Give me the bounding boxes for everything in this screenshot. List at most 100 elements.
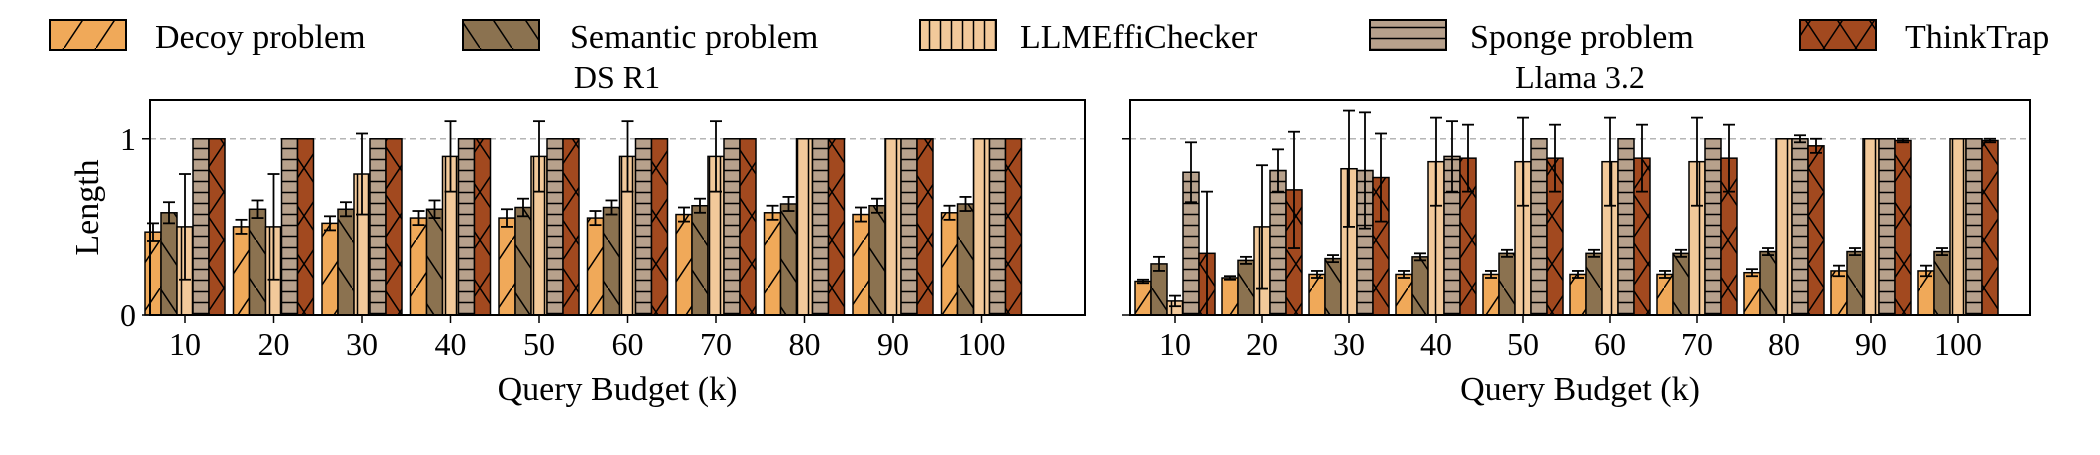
bar-semantic-problem-50-hatch [515, 207, 531, 315]
bar-thinktrap-80-hatch [1808, 145, 1824, 315]
bar-sponge-problem-70-hatch [724, 138, 740, 315]
x-axis-label: Query Budget (k) [498, 371, 738, 408]
legend-hatch-thinktrap [1800, 20, 1876, 50]
bar-decoy-problem-10-hatch [145, 232, 161, 315]
bar-sponge-problem-60-hatch [635, 138, 652, 315]
bar-sponge-problem-50-hatch [547, 138, 563, 315]
plot-frame [149, 99, 1086, 316]
bar-semantic-problem-100-hatch [957, 203, 974, 315]
bar-decoy-problem-60-hatch [587, 218, 604, 315]
bar-semantic-problem-10-hatch [161, 212, 177, 315]
bar-thinktrap-30-hatch [386, 138, 402, 315]
bar-thinktrap-100-hatch [1005, 138, 1022, 315]
bar-semantic-problem-50-hatch [1499, 253, 1515, 315]
bar-llmeffichecker-70-hatch [708, 156, 724, 315]
bar-semantic-problem-90-hatch [1847, 251, 1863, 315]
bar-llmeffichecker-30-hatch [1341, 168, 1357, 315]
y-tick-label-1: 1 [120, 121, 136, 157]
bar-semantic-problem-40-hatch [426, 209, 443, 315]
bar-thinktrap-100-hatch [1982, 140, 1998, 315]
bar-decoy-problem-80-hatch [764, 212, 781, 315]
x-tick-label-60: 60 [612, 326, 644, 362]
bar-sponge-problem-90-hatch [901, 138, 917, 315]
bar-decoy-problem-70-hatch [1657, 274, 1673, 315]
x-tick-label-10: 10 [169, 326, 201, 362]
legend-label-decoy: Decoy problem [155, 19, 366, 56]
y-axis-label: Length [69, 159, 106, 255]
panel-ds-r1: 10 20 30 40 50 60 70 80 90 100 0 1 DS R1 Query Budget… [69, 59, 1086, 408]
bar-llmeffichecker-90-hatch [885, 138, 901, 315]
legend-label-semantic: Semantic problem [570, 19, 818, 56]
x-tick-label-60: 60 [1594, 326, 1626, 362]
bar-decoy-problem-80-hatch [1744, 272, 1760, 315]
legend-label-llmeffichecker: LLMEffiChecker [1020, 19, 1258, 56]
bar-decoy-problem-20-hatch [233, 226, 250, 315]
legend-item-llmeffichecker[interactable]: LLMEffiChecker [919, 19, 1258, 56]
bar-decoy-problem-10-hatch [1135, 281, 1151, 315]
bar-sponge-problem-100-hatch [989, 138, 1006, 315]
x-tick-label-30: 30 [1333, 326, 1365, 362]
legend: Decoy problem Semantic problem LLMEffiCh… [49, 19, 2049, 56]
bar-decoy-problem-100-hatch [1918, 270, 1934, 315]
bar-sponge-problem-90-hatch [1879, 138, 1895, 315]
legend-item-semantic[interactable]: Semantic problem [462, 19, 818, 56]
bar-llmeffichecker-80-hatch [796, 138, 813, 315]
bar-llmeffichecker-70-hatch [1689, 161, 1705, 315]
x-tick-label-80: 80 [1768, 326, 1800, 362]
bar-decoy-problem-40-hatch [410, 218, 427, 315]
bar-semantic-problem-10-hatch [1151, 263, 1167, 315]
bar-sponge-problem-30-hatch [1357, 170, 1373, 315]
bar-sponge-problem-40-hatch [458, 138, 475, 315]
bar-decoy-problem-40-hatch [1396, 274, 1412, 315]
panel-title: Llama 3.2 [1515, 59, 1645, 95]
bar-thinktrap-20-hatch [1286, 189, 1302, 315]
bar-decoy-problem-100-hatch [941, 212, 958, 315]
bar-decoy-problem-30-hatch [1309, 274, 1325, 315]
bar-decoy-problem-50-hatch [1483, 274, 1499, 315]
x-tick-label-90: 90 [877, 326, 909, 362]
bar-thinktrap-30-hatch [1373, 177, 1389, 315]
x-tick-label-40: 40 [435, 326, 467, 362]
bar-decoy-problem-60-hatch [1570, 274, 1586, 315]
x-tick-label-10: 10 [1159, 326, 1191, 362]
bar-sponge-problem-100-hatch [1966, 138, 1982, 315]
bar-llmeffichecker-10-hatch [1167, 300, 1183, 315]
bar-semantic-problem-70-hatch [692, 205, 708, 315]
bar-llmeffichecker-60-hatch [1602, 161, 1618, 315]
bar-thinktrap-70-hatch [1721, 158, 1737, 315]
bar-sponge-problem-60-hatch [1618, 138, 1634, 315]
x-tick-label-70: 70 [700, 326, 732, 362]
x-tick-label-50: 50 [1507, 326, 1539, 362]
bar-sponge-problem-20-hatch [281, 138, 298, 315]
bar-thinktrap-60-hatch [1634, 158, 1650, 315]
x-tick-label-20: 20 [1246, 326, 1278, 362]
bar-thinktrap-90-hatch [917, 138, 933, 315]
legend-item-sponge[interactable]: Sponge problem [1369, 19, 1694, 56]
plot-frame [1129, 99, 2031, 316]
bar-semantic-problem-20-hatch [249, 209, 266, 315]
bar-llmeffichecker-40-hatch [442, 156, 459, 315]
bar-llmeffichecker-80-hatch [1776, 138, 1792, 315]
bar-llmeffichecker-50-hatch [1515, 161, 1531, 315]
legend-hatch-llmeffichecker [920, 20, 996, 50]
bar-sponge-problem-80-hatch [812, 138, 829, 315]
bar-sponge-problem-10-hatch [1183, 172, 1199, 315]
x-tick-label-20: 20 [258, 326, 290, 362]
bar-semantic-problem-30-hatch [1325, 258, 1341, 315]
legend-hatch-sponge [1370, 20, 1446, 50]
legend-label-sponge: Sponge problem [1470, 19, 1694, 56]
legend-item-decoy[interactable]: Decoy problem [49, 19, 366, 56]
bar-llmeffichecker-60-hatch [619, 156, 636, 315]
bar-thinktrap-50-hatch [563, 138, 579, 315]
bar-decoy-problem-90-hatch [1831, 270, 1847, 315]
panel-title: DS R1 [574, 59, 660, 95]
x-tick-label-90: 90 [1855, 326, 1887, 362]
bar-thinktrap-70-hatch [740, 138, 756, 315]
legend-label-thinktrap: ThinkTrap [1905, 19, 2049, 56]
bar-semantic-problem-100-hatch [1934, 251, 1950, 315]
bar-decoy-problem-50-hatch [499, 218, 515, 315]
bar-sponge-problem-30-hatch [370, 138, 386, 315]
legend-item-thinktrap[interactable]: ThinkTrap [1799, 19, 2049, 56]
bar-llmeffichecker-40-hatch [1428, 161, 1444, 315]
